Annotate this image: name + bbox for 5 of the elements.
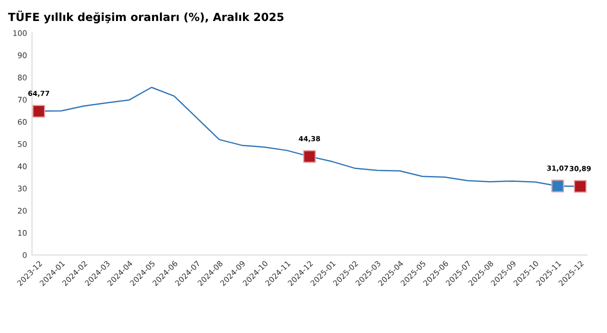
chart-title: TÜFE yıllık değişim oranları (%), Aralık 2025 — [8, 10, 284, 24]
point — [32, 104, 46, 118]
point — [551, 180, 564, 192]
point — [303, 150, 316, 163]
point — [574, 180, 587, 193]
